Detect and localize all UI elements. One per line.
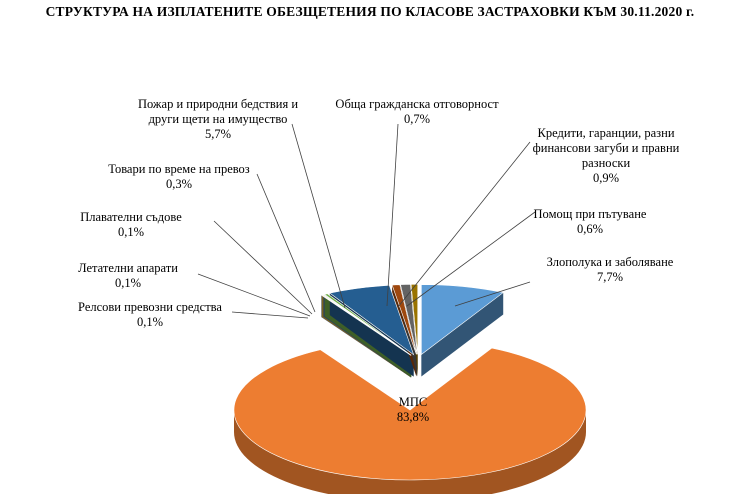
pie-side-1 <box>234 410 586 494</box>
leader-line-6 <box>291 123 346 309</box>
slice-label-line: Помощ при пътуване <box>534 207 647 221</box>
slice-label-0: Злополука и заболяване 7,7% <box>547 255 674 284</box>
slice-label-line: финансови загуби и правни <box>533 141 680 155</box>
leader-line-2 <box>231 311 309 319</box>
slice-label-1: МПС 83,8% <box>397 395 429 424</box>
slice-label-line: МПС <box>399 395 427 409</box>
slice-value: 5,7% <box>205 127 231 141</box>
pie-tops <box>233 284 587 481</box>
leader-line-8 <box>397 141 531 308</box>
slice-label-2: Релсови превозни средства 0,1% <box>78 300 222 329</box>
leader-lines <box>197 123 536 319</box>
leader-line-4 <box>213 220 313 315</box>
slice-label-line: разноски <box>582 156 631 170</box>
pie-slice-6 <box>329 285 415 356</box>
leader-line-3 <box>197 273 311 317</box>
slice-label-4: Плавателни съдове 0,1% <box>80 210 182 239</box>
slice-label-line: Злополука и заболяване <box>547 255 674 269</box>
slice-label-line: Кредити, гаранции, разни <box>537 126 674 140</box>
slice-label-8: Кредити, гаранции, разни финансови загуби… <box>533 126 680 185</box>
slice-value: 0,1% <box>118 225 144 239</box>
pie-slice-8 <box>400 284 418 355</box>
slice-label-6: Пожар и природни бедствия и други щети на… <box>138 97 298 141</box>
chart-title: СТРУКТУРА НА ИЗПЛАТЕНИТЕ ОБЕЗЩЕТЕНИЯ ПО … <box>45 4 695 19</box>
pie-face-0-1 <box>421 292 504 377</box>
slice-label-line: Плавателни съдове <box>80 210 182 224</box>
leader-line-7 <box>386 123 399 307</box>
slice-label-3: Летателни апарати 0,1% <box>78 261 178 290</box>
slice-value: 0,9% <box>593 171 619 185</box>
slice-value: 0,7% <box>404 112 430 126</box>
slice-label-line: Товари по време на превоз <box>108 162 250 176</box>
leader-line-5 <box>256 173 316 313</box>
slice-labels: Злополука и заболяване 7,7% МПС 83,8% Релсов… <box>78 97 680 424</box>
pie-slice-0 <box>421 284 504 356</box>
slice-value: 7,7% <box>597 270 623 284</box>
leader-line-9 <box>406 211 536 307</box>
slice-value: 0,1% <box>115 276 141 290</box>
pie-slice-1 <box>233 347 587 481</box>
slice-label-line: Летателни апарати <box>78 261 178 275</box>
slice-label-line: други щети на имущество <box>149 112 288 126</box>
slice-label-7: Обща гражданска отговорност 0,7% <box>335 97 499 126</box>
leader-line-0 <box>454 281 531 307</box>
slice-value: 83,8% <box>397 410 429 424</box>
slice-value: 0,3% <box>166 177 192 191</box>
slice-label-line: Пожар и природни бедствия и <box>138 97 298 111</box>
pie-slice-5 <box>323 293 412 356</box>
slice-label-line: Обща гражданска отговорност <box>335 97 499 111</box>
slice-value: 0,6% <box>577 222 603 236</box>
slice-label-5: Товари по време на превоз 0,3% <box>108 162 250 191</box>
pie-slice-7 <box>391 284 417 355</box>
slice-value: 0,1% <box>137 315 163 329</box>
slice-label-9: Помощ при пътуване 0,6% <box>534 207 647 236</box>
slice-label-line: Релсови превозни средства <box>78 300 222 314</box>
